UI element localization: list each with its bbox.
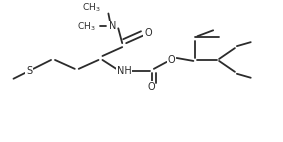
Text: CH$_3$: CH$_3$ xyxy=(82,1,100,14)
Text: S: S xyxy=(26,66,32,76)
Text: NH: NH xyxy=(117,66,132,76)
Text: CH$_3$: CH$_3$ xyxy=(77,20,96,33)
Text: O: O xyxy=(147,82,155,92)
Text: N: N xyxy=(109,21,116,31)
Text: O: O xyxy=(168,55,175,65)
Text: O: O xyxy=(144,28,152,38)
